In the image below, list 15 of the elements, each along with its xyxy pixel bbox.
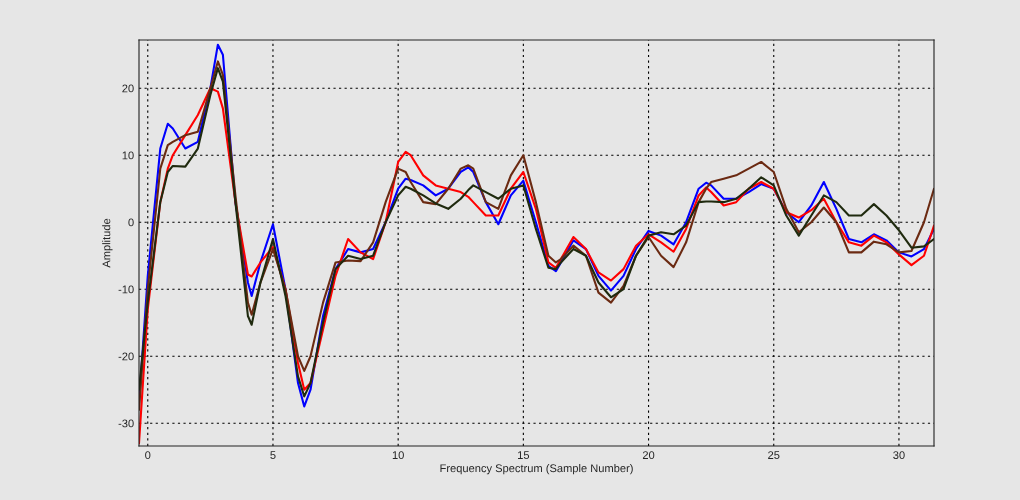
x-tick-label: 30 (893, 451, 905, 460)
x-tick-label: 5 (270, 451, 276, 460)
x-tick-label: 10 (392, 451, 404, 460)
y-axis-title: Amplitude (102, 218, 113, 268)
y-tick-label: 20 (122, 84, 134, 93)
y-tick-label: -10 (118, 285, 134, 294)
x-tick-label: 25 (768, 451, 780, 460)
y-tick-label: 0 (128, 218, 134, 227)
y-tick-label: -30 (118, 419, 134, 428)
x-tick-label: 20 (642, 451, 655, 460)
y-tick-label: -20 (118, 352, 134, 361)
x-axis-title: Frequency Spectrum (Sample Number) (440, 464, 633, 475)
x-tick-label: 0 (145, 451, 151, 460)
y-tick-label: 10 (122, 151, 134, 160)
x-tick-label: 15 (518, 451, 530, 460)
